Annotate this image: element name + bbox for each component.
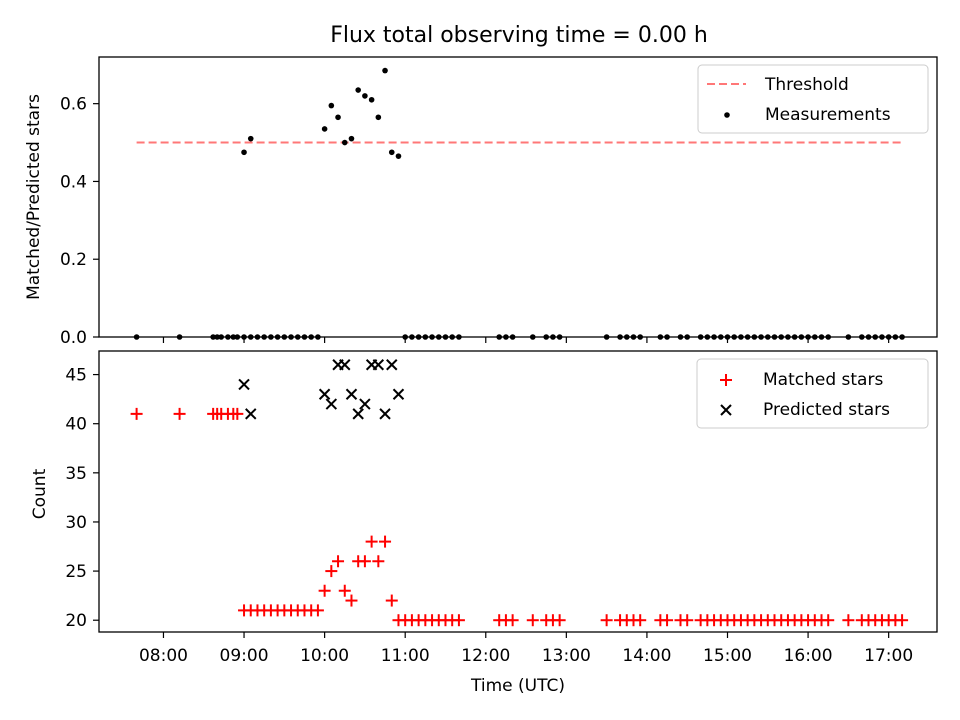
chart-title: Flux total observing time = 0.00 h: [330, 23, 708, 48]
matched-star-point: [318, 584, 331, 597]
predicted-star-point: [345, 388, 358, 400]
predicted-star-point: [386, 359, 398, 371]
x-tick-label: 16:00: [784, 646, 833, 666]
predicted-star-point: [325, 398, 338, 410]
predicted-legend-swatch: [720, 404, 732, 416]
predicted-star-point: [245, 408, 257, 420]
predicted-star-point: [352, 408, 364, 420]
predicted-star-point: [318, 388, 331, 400]
x-tick-label: 13:00: [542, 646, 591, 666]
matched-star-point: [379, 535, 392, 548]
top-legend: Threshold Measurements: [697, 64, 929, 134]
x-tick-label: 11:00: [381, 646, 430, 666]
matched-star-point: [661, 614, 674, 627]
matched-star-point: [822, 614, 835, 627]
measurement-point: [382, 67, 388, 74]
measurements-legend-label: Measurements: [765, 105, 891, 125]
predicted-star-point: [339, 359, 351, 371]
matched-star-point: [842, 614, 855, 627]
matched-star-point: [311, 604, 324, 617]
measurement-point: [388, 149, 395, 156]
measurement-point: [321, 126, 328, 132]
top-y-tick-label: 0.2: [60, 250, 87, 270]
top-y-tick-label: 0.4: [60, 172, 87, 192]
x-tick-label: 15:00: [703, 646, 752, 666]
bottom-y-tick-label: 30: [65, 513, 87, 533]
measurement-point: [341, 139, 348, 146]
predicted-star-point: [359, 398, 371, 410]
measurement-point: [247, 135, 254, 142]
matched-legend-label: Matched stars: [763, 370, 883, 390]
measurement-point: [335, 114, 341, 121]
measurement-point: [328, 102, 335, 109]
matched-star-point: [358, 555, 371, 568]
x-tick-label: 10:00: [300, 646, 349, 666]
top-y-tick-label: 0.6: [60, 95, 87, 115]
bottom-plot-frame: [98, 350, 938, 633]
top-y-axis-label: Matched/Predicted stars: [24, 94, 44, 300]
measurement-point: [395, 153, 402, 159]
matched-star-point: [681, 614, 694, 627]
measurement-point: [241, 149, 247, 156]
measurement-point: [368, 96, 375, 103]
x-tick-label: 12:00: [461, 646, 510, 666]
matched-star-point: [385, 594, 398, 607]
matched-star-point: [526, 614, 539, 627]
matched-star-point: [332, 555, 345, 568]
measurements-legend-swatch: [724, 112, 730, 118]
matched-star-point: [506, 614, 519, 627]
bottom-y-tick-label: 35: [65, 464, 87, 484]
count-panel: Count Time (UTC) 08:00 09:00 10:00 11:00 12:…: [30, 350, 938, 696]
top-y-tick-label: 0.0: [60, 328, 87, 348]
matched-star-point: [600, 614, 613, 627]
matched-star-point: [896, 614, 909, 627]
matched-star-point: [365, 535, 378, 548]
bottom-legend: Matched stars Predicted stars: [696, 358, 929, 429]
measurement-point: [375, 114, 382, 121]
matched-star-point: [231, 407, 244, 420]
matched-star-point: [173, 407, 186, 420]
matched-legend-swatch: [720, 374, 732, 386]
matched-star-point: [634, 614, 647, 627]
matched-star-point: [130, 407, 143, 420]
measurement-point: [348, 135, 355, 142]
bottom-y-tick-label: 20: [65, 611, 87, 631]
threshold-legend-label: Threshold: [764, 75, 849, 95]
predicted-star-point: [238, 378, 250, 391]
x-tick-label: 17:00: [864, 646, 913, 666]
x-tick-label: 09:00: [220, 646, 269, 666]
measurement-point: [362, 93, 368, 99]
matched-star-point: [325, 565, 338, 578]
matched-star-point: [553, 614, 566, 627]
predicted-star-point: [392, 388, 405, 400]
top-plot-frame: [98, 56, 938, 338]
matched-star-point: [338, 584, 351, 597]
top-legend-box: [697, 64, 929, 134]
x-tick-label: 08:00: [139, 646, 188, 666]
x-tick-label: 14:00: [622, 646, 671, 666]
ratio-panel: Matched/Predicted stars 0.0 0.2 0.4 0.6 Thr…: [24, 56, 938, 348]
predicted-star-point: [379, 408, 391, 420]
predicted-legend-label: Predicted stars: [763, 400, 890, 420]
predicted-star-point: [372, 359, 385, 371]
bottom-y-tick-label: 25: [65, 562, 87, 582]
matched-star-point: [452, 614, 465, 627]
x-axis-label: Time (UTC): [470, 676, 565, 696]
bottom-y-axis-label: Count: [30, 468, 50, 519]
bottom-y-tick-label: 40: [65, 415, 87, 435]
bottom-y-tick-label: 45: [65, 366, 87, 386]
matched-star-point: [372, 555, 385, 568]
matched-star-point: [345, 594, 358, 607]
bottom-legend-box: [696, 358, 929, 429]
measurement-point: [355, 87, 361, 93]
